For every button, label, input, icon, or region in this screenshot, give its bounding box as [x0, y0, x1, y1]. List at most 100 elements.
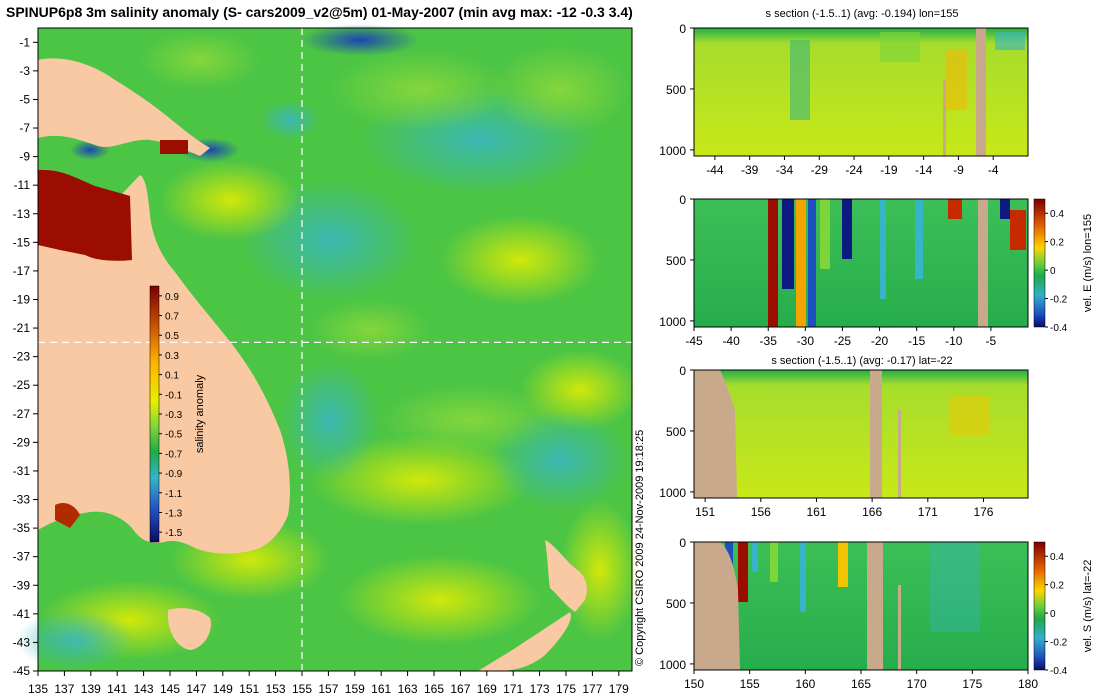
- panel2-x-tick-label: -45: [685, 334, 703, 348]
- map-colorbar-tick-label: 0.3: [165, 351, 179, 362]
- panel1-x-tick-label: -4: [988, 163, 999, 177]
- map-y-tick-label: -11: [14, 178, 31, 192]
- panel1-x-tick-label: -34: [776, 163, 794, 177]
- map-x-axis: 135 137 139 141 143 145 147 149 151 153 155 157 159 1…: [28, 671, 629, 696]
- map-y-tick-label: -13: [13, 207, 31, 221]
- map-x-tick-label: 139: [81, 682, 101, 696]
- panel1-x-tick-label: -29: [811, 163, 829, 177]
- panel2-x-tick-label: -25: [834, 334, 852, 348]
- map-x-tick-label: 151: [239, 682, 259, 696]
- map-texture: [15, 24, 640, 670]
- panel3-x-tick-label: 156: [751, 505, 771, 519]
- map-x-tick-label: 141: [107, 682, 127, 696]
- map-x-tick-label: 169: [477, 682, 497, 696]
- panel2-colorbar-tick-label: 0.4: [1050, 209, 1064, 220]
- panel4-colorbar-tick-label: 0.4: [1050, 552, 1064, 563]
- map-colorbar-tick-label: -1.1: [165, 489, 183, 500]
- panel3-y-tick-label: 500: [666, 425, 686, 439]
- panel4-colorbar-tick-label: 0: [1050, 609, 1056, 620]
- panel3-plot: [693, 369, 1029, 499]
- map-colorbar-tick-label: -0.3: [165, 410, 183, 421]
- map-colorbar-tick-label: 0.7: [165, 312, 179, 323]
- panel3-y-tick-label: 1000: [659, 486, 686, 500]
- map-y-tick-label: -41: [13, 607, 31, 621]
- panel2-x-tick-label: -35: [760, 334, 778, 348]
- panel3-x-tick-label: 151: [695, 505, 715, 519]
- map-x-tick-label: 153: [266, 682, 286, 696]
- panel2-x-axis: -45 -40 -35 -30 -25 -20 -15 -10 -5: [685, 327, 997, 348]
- panel1-x-tick-label: -19: [880, 163, 898, 177]
- panel2-x-tick-label: -5: [986, 334, 997, 348]
- panel2-plot: [693, 198, 1029, 328]
- map-y-tick-label: -43: [13, 635, 31, 649]
- map-x-tick-label: 177: [582, 682, 602, 696]
- panel1-y-axis: 0 500 1000: [659, 22, 694, 158]
- panel4-x-tick-label: 160: [795, 677, 815, 691]
- new-zealand-north: [545, 540, 587, 612]
- panel3-x-tick-label: 161: [806, 505, 826, 519]
- panel4-x-tick-label: 150: [684, 677, 704, 691]
- map-frame: [37, 27, 633, 672]
- map-x-tick-label: 173: [530, 682, 550, 696]
- map-x-tick-label: 135: [28, 682, 48, 696]
- map-y-tick-label: -15: [13, 235, 31, 249]
- panel2-colorbar-tick-label: 0: [1050, 266, 1056, 277]
- map-y-tick-label: -25: [13, 378, 31, 392]
- map-y-tick-label: -31: [13, 464, 31, 478]
- panel2-y-tick-label: 500: [666, 254, 686, 268]
- panel4-x-axis: 150 155 160 165 170 175 180: [684, 670, 1038, 691]
- panel3-title: s section (-1.5..1) (avg: -0.17) lat=-22: [771, 355, 952, 367]
- panel4-colorbar-tick-label: 0.2: [1050, 581, 1064, 592]
- map-colorbar-tick-label: 0.9: [165, 292, 179, 303]
- map-x-tick-label: 157: [318, 682, 338, 696]
- map-y-tick-label: -33: [13, 493, 31, 507]
- map-y-axis: -1 -3 -5 -7 -9 -11 -13 -15 -17 -19 -21 -23 -25 -27 -29…: [13, 35, 38, 678]
- panel1-title: s section (-1.5..1) (avg: -0.194) lon=15…: [766, 8, 959, 20]
- panel1-x-axis: -44 -39 -34 -29 -24 -19 -14 -9 -4: [706, 156, 999, 177]
- map-y-tick-label: -29: [13, 435, 31, 449]
- panel3-y-axis: 0 500 1000: [659, 364, 694, 500]
- panel1-y-tick-label: 0: [679, 22, 686, 36]
- panel2-x-tick-label: -30: [797, 334, 815, 348]
- map-y-tick-label: -7: [19, 121, 30, 135]
- map-colorbar-tick-label: -0.5: [165, 430, 183, 441]
- panel1-plot: [693, 27, 1029, 157]
- map-x-tick-label: 171: [503, 682, 523, 696]
- panel2-colorbar-tick-label: -0.4: [1050, 323, 1068, 334]
- map-colorbar-tick-label: -0.7: [165, 449, 183, 460]
- panel1-x-tick-label: -44: [706, 163, 724, 177]
- panel2-x-tick-label: -40: [722, 334, 740, 348]
- panel1-x-tick-label: -39: [741, 163, 759, 177]
- map-colorbar-tick-label: 0.5: [165, 331, 179, 342]
- map-y-tick-label: -21: [13, 321, 31, 335]
- map-y-tick-label: -19: [13, 292, 31, 306]
- map-land: [38, 58, 587, 672]
- panel4-colorbar-tick-label: -0.2: [1050, 638, 1068, 649]
- map-colorbar: 0.9 0.7 0.5 0.3 0.1 -0.1 -0.3 -0.5 -0.7 -0.9 -1.1 -…: [149, 285, 206, 543]
- map-x-tick-label: 165: [424, 682, 444, 696]
- map-x-tick-label: 145: [160, 682, 180, 696]
- australia: [38, 169, 290, 554]
- map-x-tick-label: 167: [450, 682, 470, 696]
- panel4-y-tick-label: 500: [666, 597, 686, 611]
- tasmania: [168, 608, 211, 650]
- panel1-y-tick-label: 500: [666, 83, 686, 97]
- panel2-x-tick-label: -15: [908, 334, 926, 348]
- map-x-tick-label: 147: [186, 682, 206, 696]
- panel3-x-tick-label: 171: [918, 505, 938, 519]
- panel2-y-tick-label: 1000: [659, 315, 686, 329]
- map-y-tick-label: -1: [19, 35, 30, 49]
- map-colorbar-label: salinity anomaly: [194, 374, 206, 453]
- map-x-tick-label: 149: [213, 682, 233, 696]
- panel2-colorbar-tick-label: -0.2: [1050, 295, 1068, 306]
- map-y-tick-label: -35: [13, 521, 31, 535]
- panel4-plot: [693, 541, 1029, 671]
- map-y-tick-label: -39: [13, 578, 31, 592]
- map-x-tick-label: 143: [134, 682, 154, 696]
- new-guinea: [38, 58, 210, 156]
- panel1-x-tick-label: -9: [953, 163, 964, 177]
- copyright-text: © Copyright CSIRO 2009 24-Nov-2009 19:18…: [634, 430, 646, 666]
- panel4-y-tick-label: 0: [679, 536, 686, 550]
- map-colorbar-tick-label: 0.1: [165, 371, 179, 382]
